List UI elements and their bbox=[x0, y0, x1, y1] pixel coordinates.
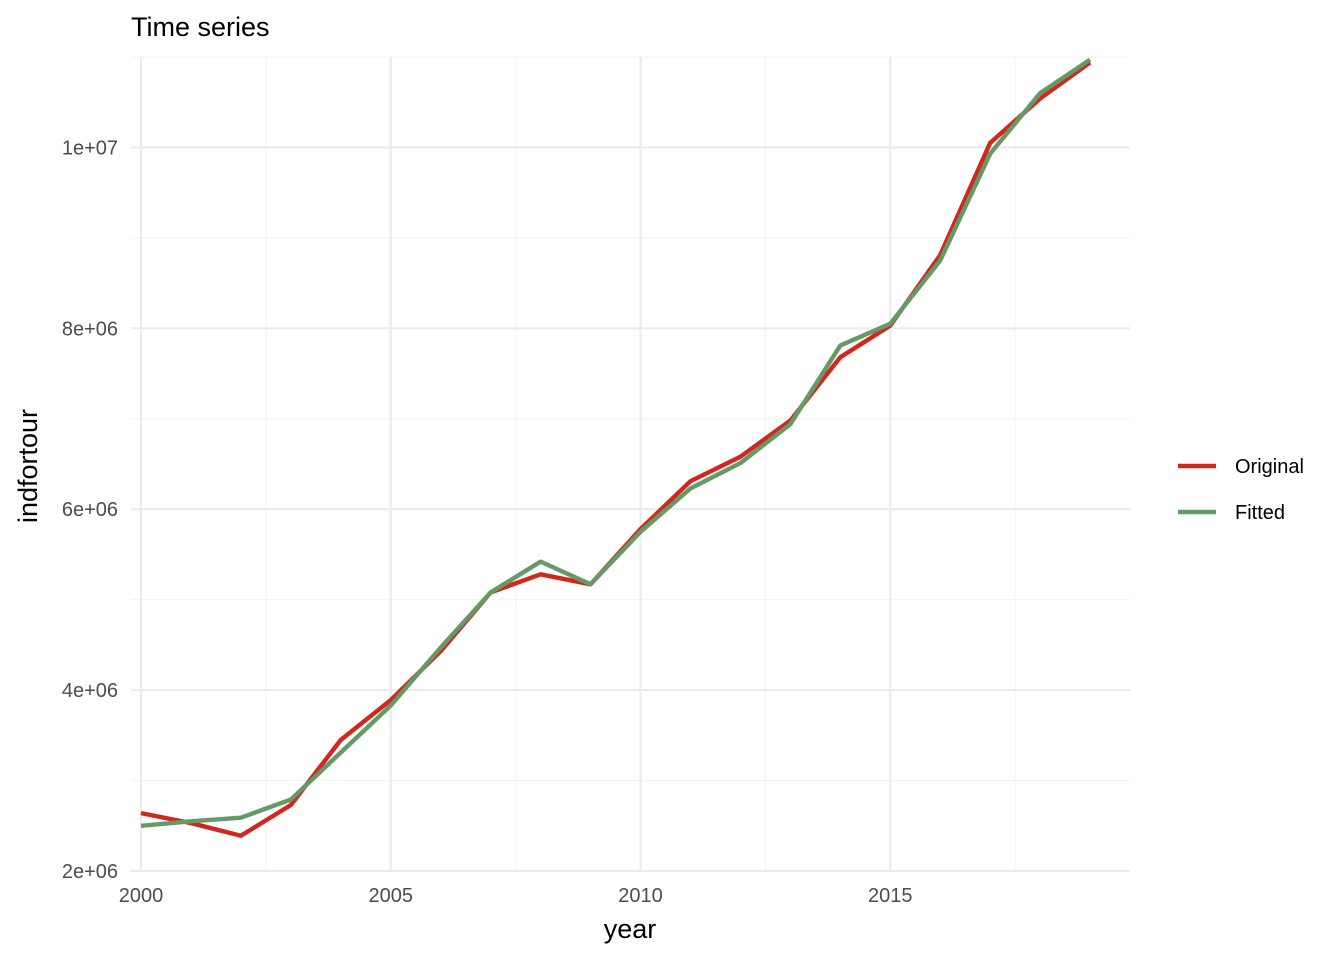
series-line-original bbox=[140, 60, 1092, 838]
legend: Original Fitted bbox=[1178, 456, 1304, 524]
series-layer bbox=[140, 57, 1092, 838]
x-axis-ticks: 2000 2005 2010 2015 bbox=[119, 885, 913, 907]
x-tick-label: 2005 bbox=[368, 885, 413, 907]
legend-label-fitted: Fitted bbox=[1235, 502, 1285, 524]
y-axis-title: indfortour bbox=[13, 409, 43, 523]
y-tick-label: 1e+07 bbox=[62, 137, 118, 159]
series-line-fitted bbox=[140, 57, 1092, 828]
y-tick-label: 2e+06 bbox=[62, 861, 118, 883]
grid-layer bbox=[131, 56, 1130, 873]
chart-title: Time series bbox=[131, 12, 270, 42]
x-axis-title: year bbox=[604, 914, 657, 944]
legend-label-original: Original bbox=[1235, 456, 1304, 478]
x-tick-label: 2010 bbox=[618, 885, 663, 907]
y-axis-ticks: 2e+06 4e+06 6e+06 8e+06 1e+07 bbox=[62, 137, 118, 883]
y-tick-label: 4e+06 bbox=[62, 680, 118, 702]
y-tick-label: 6e+06 bbox=[62, 499, 118, 521]
x-tick-label: 2015 bbox=[868, 885, 913, 907]
x-tick-label: 2000 bbox=[119, 885, 164, 907]
y-tick-label: 8e+06 bbox=[62, 318, 118, 340]
